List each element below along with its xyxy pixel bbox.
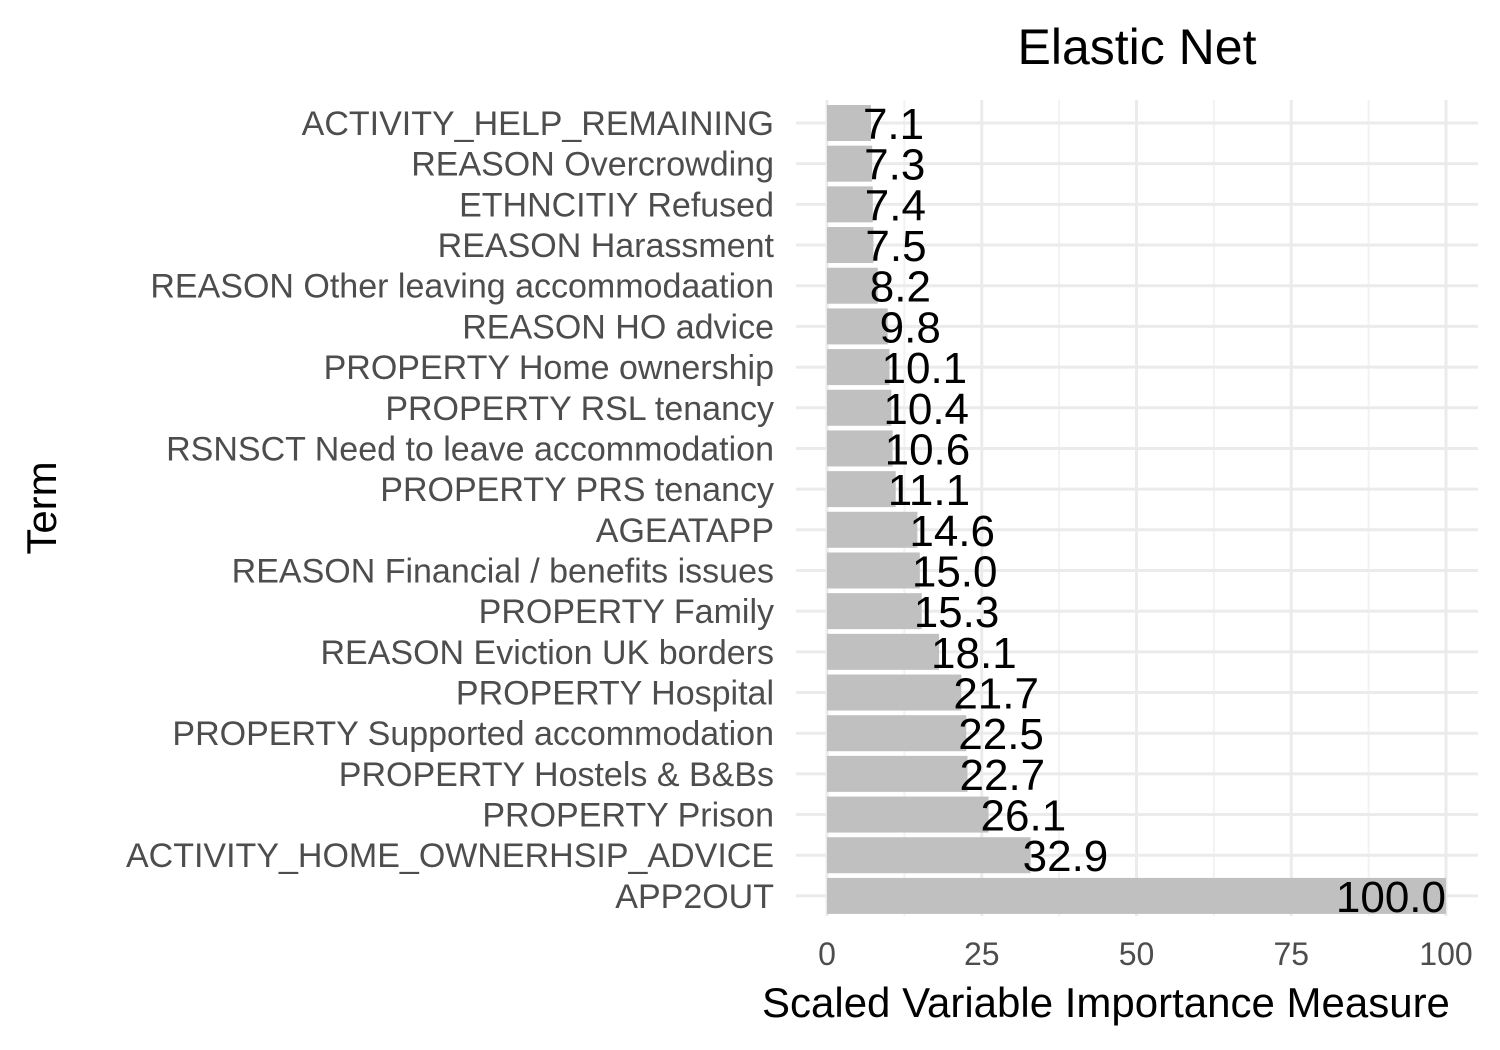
bar: [827, 511, 918, 548]
category-label: PROPERTY RSL tenancy: [385, 390, 774, 428]
value-label: 7.1: [863, 100, 924, 149]
category-label: REASON HO advice: [462, 308, 774, 346]
bar-layer: [827, 105, 1446, 914]
x-tick-label: 50: [1119, 936, 1155, 972]
value-label: 10.4: [883, 385, 969, 434]
bar: [827, 796, 989, 833]
x-tick-label: 100: [1419, 936, 1472, 972]
category-label: PROPERTY Hostels & B&Bs: [339, 756, 774, 794]
category-label: AGEATAPP: [596, 512, 774, 550]
category-label: PROPERTY Prison: [482, 797, 774, 835]
bar: [827, 471, 896, 508]
bar: [827, 674, 962, 711]
bar: [827, 837, 1031, 874]
category-label: ACTIVITY_HELP_REMAINING: [302, 105, 774, 143]
bar: [827, 430, 893, 467]
category-label: APP2OUT: [615, 878, 774, 916]
value-label: 100.0: [1336, 873, 1446, 922]
value-label: 22.5: [958, 710, 1044, 759]
category-label: REASON Financial / benefits issues: [232, 552, 774, 590]
x-tick-label: 75: [1273, 936, 1309, 972]
value-label: 32.9: [1023, 832, 1109, 881]
label-layer: 0 25 50 75 100 ACTIVITY_HELP_REMAINING 7.1 REAS…: [126, 100, 1473, 972]
bar: [827, 308, 888, 345]
x-tick-label: 0: [818, 936, 836, 972]
bar: [827, 633, 940, 670]
value-label: 21.7: [953, 670, 1039, 719]
bar: [827, 105, 871, 141]
bar: [827, 267, 878, 304]
bar: [827, 186, 873, 223]
value-label: 15.0: [912, 547, 998, 596]
value-label: 7.4: [865, 181, 926, 230]
x-axis-title: Scaled Variable Importance Measure: [762, 979, 1450, 1026]
category-label: PROPERTY PRS tenancy: [380, 471, 774, 509]
category-label: PROPERTY Supported accommodation: [172, 715, 774, 753]
chart-title: Elastic Net: [1018, 19, 1257, 75]
value-label: 26.1: [981, 792, 1067, 841]
value-label: 18.1: [931, 629, 1017, 678]
value-label: 11.1: [888, 466, 970, 515]
value-label: 14.6: [909, 507, 995, 556]
category-label: REASON Eviction UK borders: [321, 634, 775, 672]
category-label: REASON Other leaving accommodaation: [150, 268, 774, 306]
value-label: 15.3: [914, 588, 1000, 637]
value-label: 8.2: [870, 263, 931, 312]
value-label: 9.8: [880, 303, 941, 352]
category-label: PROPERTY Family: [479, 593, 774, 631]
bar: [827, 755, 968, 792]
value-label: 7.5: [865, 222, 926, 271]
category-label: ACTIVITY_HOME_OWNERHSIP_ADVICE: [126, 837, 774, 875]
bar: [827, 552, 920, 589]
bar: [827, 877, 1446, 914]
category-label: ETHNCITIY Refused: [459, 186, 774, 224]
value-label: 7.3: [864, 141, 925, 190]
x-tick-label: 25: [964, 936, 1000, 972]
category-label: REASON Harassment: [438, 227, 775, 265]
bar: [827, 227, 874, 264]
value-label: 22.7: [960, 751, 1046, 800]
bar: [827, 389, 892, 426]
y-axis-title: Term: [18, 461, 65, 554]
bar: [827, 145, 873, 182]
bar: [827, 349, 890, 386]
category-label: REASON Overcrowding: [411, 146, 774, 184]
value-label: 10.1: [882, 344, 968, 393]
category-label: RSNSCT Need to leave accommodation: [166, 430, 774, 468]
bar: [827, 593, 922, 630]
category-label: PROPERTY Hospital: [456, 675, 774, 713]
category-label: PROPERTY Home ownership: [324, 349, 774, 387]
value-label: 10.6: [885, 425, 971, 474]
bar: [827, 715, 967, 752]
